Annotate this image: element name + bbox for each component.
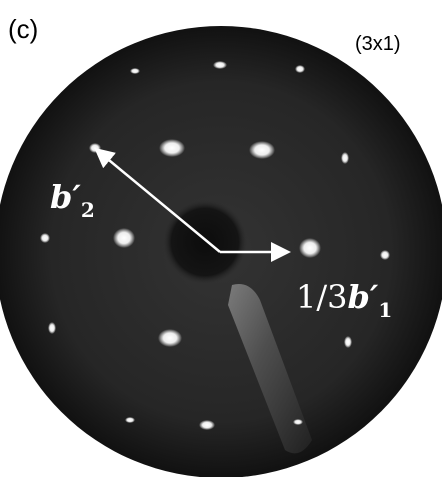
leed-figure: (c) (3x1) b′2 1/3b′1	[0, 0, 442, 477]
vector-label: 1/3b′1	[296, 278, 392, 322]
gun-shadow	[163, 200, 247, 284]
panel-label: (c)	[8, 14, 38, 44]
label-prefix: 1/3	[296, 278, 348, 316]
label-subscript: 2	[81, 198, 95, 222]
reconstruction-label: (3x1)	[355, 33, 401, 55]
label-symbol: b′	[348, 278, 379, 316]
label-symbol: b′	[50, 178, 81, 216]
label-subscript: 1	[378, 298, 392, 322]
